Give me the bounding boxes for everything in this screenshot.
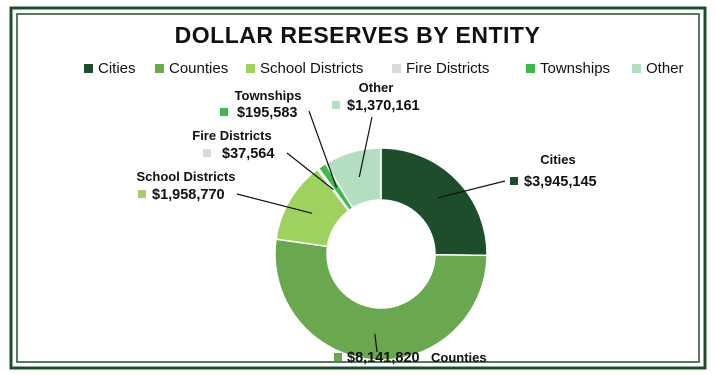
slice-label-cities-swatch — [510, 177, 518, 185]
legend-label: Townships — [540, 60, 611, 77]
slice-label-other-name: Other — [359, 80, 394, 95]
chart-title: DOLLAR RESERVES BY ENTITY — [174, 22, 541, 48]
leader-line-townships — [308, 110, 338, 188]
slice-label-fire-districts-name: Fire Districts — [192, 128, 271, 143]
legend-item-counties: Counties — [155, 60, 228, 77]
legend-swatch — [632, 64, 641, 73]
slice-label-school-districts-swatch — [138, 190, 146, 198]
slice-label-cities-name: Cities — [540, 152, 575, 167]
legend-item-fire-districts: Fire Districts — [392, 60, 489, 77]
legend-label: Counties — [169, 60, 229, 77]
legend-swatch — [526, 64, 535, 73]
slice-label-counties-swatch — [334, 353, 342, 361]
slice-label-cities-value: $3,945,145 — [524, 174, 597, 190]
leader-line-school-districts — [236, 193, 313, 214]
slice-label-counties-value: $8,141,820 — [347, 350, 420, 366]
slice-counties — [274, 238, 488, 361]
legend-swatch — [392, 64, 401, 73]
inner-border — [16, 13, 700, 363]
slice-cities — [380, 147, 488, 257]
slice-label-school-districts-value: $1,958,770 — [152, 187, 225, 203]
donut-slices — [274, 147, 488, 361]
legend-item-cities: Cities — [84, 60, 136, 77]
slice-label-fire-districts-value: $37,564 — [222, 146, 274, 162]
legend-item-other: Other — [632, 60, 684, 77]
legend-label: Cities — [98, 60, 136, 77]
leader-line-fire-districts — [286, 152, 334, 191]
legend-item-townships: Townships — [526, 60, 610, 77]
slice-label-other-swatch — [332, 101, 340, 109]
leader-line-cities — [437, 180, 506, 199]
leader-line-counties — [374, 333, 378, 353]
slice-label-school-districts-name: School Districts — [137, 169, 236, 184]
legend-swatch — [155, 64, 164, 73]
legend-swatch — [84, 64, 93, 73]
legend-label: Other — [646, 60, 684, 77]
slice-other — [324, 147, 382, 209]
slice-label-counties-name: Counties — [431, 350, 487, 365]
legend-swatch — [246, 64, 255, 73]
legend-label: School Districts — [260, 60, 364, 77]
legend-item-school-districts: School Districts — [246, 60, 363, 77]
slice-label-townships-name: Townships — [235, 88, 302, 103]
slice-label-other-value: $1,370,161 — [347, 98, 420, 114]
leader-line-other — [358, 116, 373, 178]
outer-border — [9, 6, 707, 370]
slice-label-townships-swatch — [220, 108, 228, 116]
leader-lines — [236, 110, 506, 353]
legend-label: Fire Districts — [406, 60, 490, 77]
slice-label-fire-districts-swatch — [203, 149, 211, 157]
slice-label-townships-value: $195,583 — [237, 105, 297, 121]
